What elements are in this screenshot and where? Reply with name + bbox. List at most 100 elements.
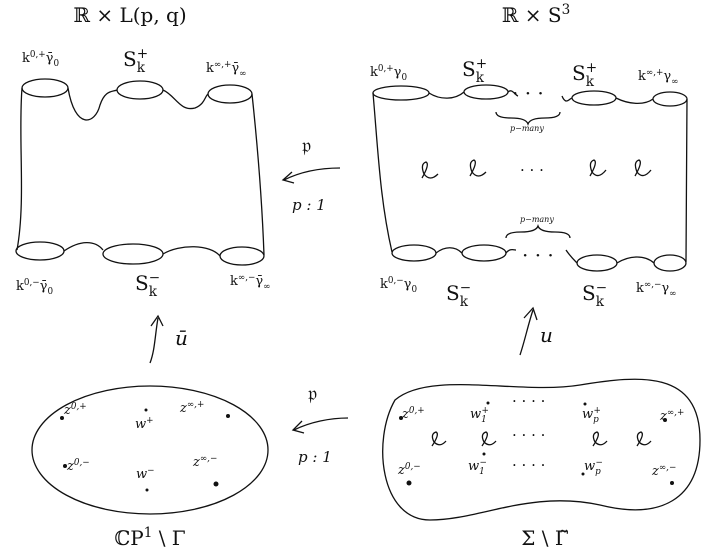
text-part: S (462, 57, 476, 81)
text-part: ℂP (114, 526, 143, 550)
subscript: 0 (401, 73, 407, 83)
text-part: \ Γ (152, 526, 185, 550)
text-part: · · · · (512, 426, 545, 444)
text-part: z (179, 401, 187, 416)
supscript: − (595, 458, 602, 468)
text-part: · · · (520, 161, 544, 179)
text-part: ℝ × S (502, 3, 562, 27)
supscript: − (149, 270, 160, 286)
subscript: ∞ (239, 69, 246, 79)
label: k∞,+γ̄∞ (206, 60, 247, 79)
subscript: k (596, 294, 605, 310)
text-part: z (659, 409, 667, 424)
subscript: k (586, 74, 595, 90)
dots: · · · · (512, 392, 545, 410)
supscript: − (147, 466, 154, 476)
subscript: k (149, 284, 158, 300)
text-part: ū (175, 326, 188, 350)
annotation: p−many (520, 215, 554, 224)
text-part: S (123, 47, 137, 71)
text-part: k (638, 69, 646, 84)
label: wp− (584, 458, 603, 477)
text-part: k (22, 51, 30, 66)
label: z0,+ (401, 406, 425, 422)
dots: · · · · (512, 456, 545, 474)
label: z∞,+ (179, 400, 204, 416)
label: Sk− (582, 280, 607, 310)
text-part: k (16, 279, 24, 294)
label: k0,−γ̄0 (16, 278, 53, 297)
supscript: − (479, 458, 486, 468)
label: Sk+ (123, 46, 148, 76)
text-part: · · · (512, 81, 544, 105)
text-part: z (192, 455, 200, 470)
label: w− (136, 466, 155, 482)
text-part: w (470, 407, 481, 422)
supscript: 0,+ (30, 50, 46, 60)
label: z0,+ (63, 402, 87, 418)
text-part: k (370, 65, 378, 80)
text-part: 𝔭 (302, 133, 311, 157)
text-part: z (63, 403, 71, 418)
text-part: p : 1 (298, 448, 332, 466)
label: w1+ (470, 406, 489, 425)
supscript: ∞,− (200, 454, 218, 464)
label: z∞,− (192, 454, 217, 470)
text-part: z (401, 407, 409, 422)
label: wp+ (582, 406, 601, 425)
text-part: u (540, 323, 553, 347)
subscript: 0 (53, 59, 59, 69)
text-part: 𝔭 (308, 381, 317, 405)
lens-space-cylinder (16, 79, 264, 265)
text-part: · · · (522, 243, 554, 267)
diagram: ℝ × L(p, q) ℝ × S3 k0,+γ̄0 Sk+ k∞,+γ̄∞ k… (0, 0, 713, 555)
supscript: ∞,− (238, 273, 256, 283)
subscript: p (593, 415, 599, 425)
label: z0,− (397, 462, 421, 478)
map-ratio: p : 1 (292, 196, 326, 214)
text-part: p−many (510, 124, 544, 133)
map-symbol: 𝔭 (302, 133, 311, 157)
label: Sk− (135, 270, 160, 300)
label: k∞,+γ∞ (638, 68, 679, 87)
text-part: z (66, 459, 74, 474)
label: k0,+γ0 (370, 64, 407, 83)
page: ℝ × L(p, q) ℝ × S3 k0,+γ̄0 Sk+ k∞,+γ̄∞ k… (0, 0, 713, 555)
supscript: 0,− (24, 278, 40, 288)
text-part: w (135, 417, 146, 432)
arrows (150, 168, 537, 433)
text-part: p : 1 (292, 196, 326, 214)
title: ℝ × L(p, q) (73, 3, 186, 27)
caption: ℂP1 \ Γ (114, 525, 185, 550)
dots: · · · (522, 243, 554, 267)
label: w1− (468, 458, 487, 477)
dots: · · · (512, 81, 544, 105)
text-part: k (636, 281, 644, 296)
text-part: z (397, 463, 405, 478)
supscript: 0,− (405, 462, 421, 472)
text-part: w (136, 467, 147, 482)
label: k∞,−γ̄∞ (230, 273, 271, 292)
text-part: S (446, 281, 460, 305)
label: k0,−γ0 (380, 276, 417, 295)
text-part: z (651, 464, 659, 479)
supscript: 1 (144, 525, 153, 541)
supscript: 0,+ (409, 406, 425, 416)
text-part: k (230, 274, 238, 289)
text-part: S (582, 281, 596, 305)
map-ratio: p : 1 (298, 448, 332, 466)
dots: · · · · (512, 426, 545, 444)
text-part: · · · · (512, 392, 545, 410)
text-part: S (135, 271, 149, 295)
supscript: ∞,+ (187, 400, 205, 410)
map-name: ū (175, 326, 188, 350)
supscript: 3 (562, 2, 571, 18)
label: k∞,−γ∞ (636, 280, 677, 299)
label: z∞,− (651, 463, 676, 479)
subscript: ∞ (263, 282, 270, 292)
text-part: w (582, 407, 593, 422)
annotation: p−many (510, 124, 544, 133)
subscript: 1 (479, 467, 485, 477)
label: Sk+ (572, 60, 597, 90)
label: Sk− (446, 280, 471, 310)
